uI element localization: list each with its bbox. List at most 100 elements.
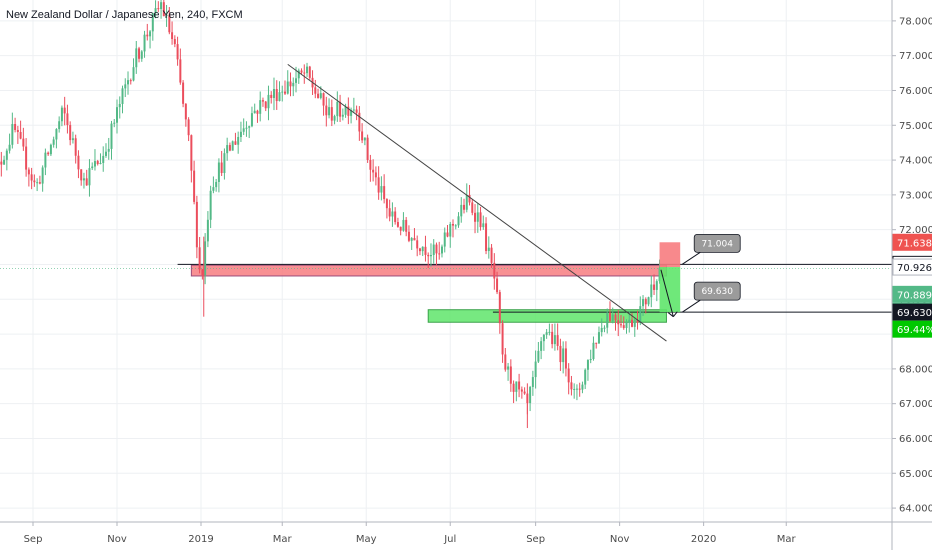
candle-body <box>647 297 650 305</box>
candle-body <box>424 246 427 255</box>
candle-body <box>74 138 77 156</box>
candle-body <box>655 281 658 290</box>
candle-body <box>267 94 270 109</box>
candle-body <box>151 13 154 32</box>
candle-body <box>570 382 573 390</box>
candle-body <box>129 80 132 82</box>
candle-body <box>270 94 273 98</box>
drawings[interactable]: 71.004 69.630 <box>287 63 741 342</box>
candle-body <box>581 384 584 390</box>
price-badge-label: 70.926 <box>897 263 932 274</box>
candle-body <box>512 383 515 392</box>
candle-body <box>485 223 488 252</box>
candle-body <box>352 109 355 111</box>
candle-body <box>493 262 496 279</box>
candle-body <box>234 141 237 145</box>
candle-body <box>308 66 311 78</box>
price-badge <box>892 303 932 321</box>
candle-body <box>88 168 91 186</box>
candle-body <box>242 128 245 132</box>
candle-body <box>80 169 83 181</box>
candle-body <box>306 66 309 74</box>
candle-body <box>545 332 548 335</box>
candles <box>0 0 661 429</box>
x-tick-label: Nov <box>107 534 127 545</box>
candle-body <box>639 306 642 323</box>
candle-body <box>201 269 204 276</box>
candle-body <box>239 131 242 137</box>
candle-body <box>173 39 176 45</box>
candle-body <box>589 359 592 361</box>
stop-loss-box <box>659 242 681 268</box>
candle-body <box>515 381 518 392</box>
candle-body <box>55 129 58 140</box>
candle-body <box>16 129 19 132</box>
candle-body <box>595 342 598 344</box>
candle-body <box>650 284 653 298</box>
candle-body <box>377 177 380 193</box>
candle-body <box>606 312 609 328</box>
candle-body <box>457 216 460 226</box>
candle-body <box>567 368 570 383</box>
candle-body <box>171 32 174 40</box>
candle-body <box>132 67 135 81</box>
candle-body <box>284 91 286 94</box>
candle-body <box>341 114 344 117</box>
candle-body <box>127 80 130 85</box>
candle-body <box>228 145 231 151</box>
candle-body <box>217 162 220 182</box>
candle-body <box>157 8 160 10</box>
candle-body <box>102 155 105 163</box>
candle-body <box>399 226 402 231</box>
candle-body <box>556 335 559 346</box>
candle-body <box>182 82 185 104</box>
price-badge <box>892 258 932 276</box>
candle-body <box>531 377 534 387</box>
candle-body <box>391 211 394 217</box>
candle-body <box>206 219 209 242</box>
candle-body <box>465 195 468 210</box>
candle-body <box>363 137 366 141</box>
candle-body <box>537 350 540 362</box>
price-badges: 71.63871.00470.92670.88901:08:2269.63069… <box>892 233 932 338</box>
candle-body <box>5 150 8 160</box>
candle-body <box>41 167 44 184</box>
candle-body <box>608 312 611 321</box>
candle-body <box>518 381 521 390</box>
x-tick-label: 2019 <box>188 534 213 545</box>
candle-body <box>584 369 587 385</box>
candle-body <box>564 348 567 369</box>
candle-body <box>416 240 419 249</box>
candle-body <box>143 34 146 52</box>
y-tick-label: 75.000 <box>899 121 932 132</box>
callout-label: 69.630 <box>701 287 733 297</box>
candle-body <box>264 101 267 109</box>
candle-body <box>223 153 226 174</box>
candle-body <box>25 146 28 170</box>
candle-body <box>468 195 471 203</box>
candle-body <box>319 93 322 98</box>
candle-body <box>559 345 562 363</box>
candle-body <box>361 131 364 141</box>
candle-body <box>317 93 320 98</box>
candle-body <box>325 105 328 116</box>
candle-body <box>168 14 171 33</box>
price-badge-label: 70.889 <box>897 290 932 301</box>
candle-body <box>278 92 281 102</box>
candle-body <box>140 51 143 59</box>
candle-body <box>162 2 165 17</box>
candle-body <box>297 70 300 79</box>
candle-body <box>413 238 416 241</box>
candle-body <box>418 248 421 252</box>
x-tick-label: May <box>356 534 377 545</box>
candle-body <box>402 219 405 231</box>
candle-body <box>138 48 141 59</box>
candle-body <box>366 137 369 160</box>
candle-body <box>66 113 69 126</box>
candle-body <box>286 81 289 94</box>
candle-body <box>628 319 631 323</box>
candle-body <box>14 124 17 130</box>
price-badge <box>892 233 932 251</box>
